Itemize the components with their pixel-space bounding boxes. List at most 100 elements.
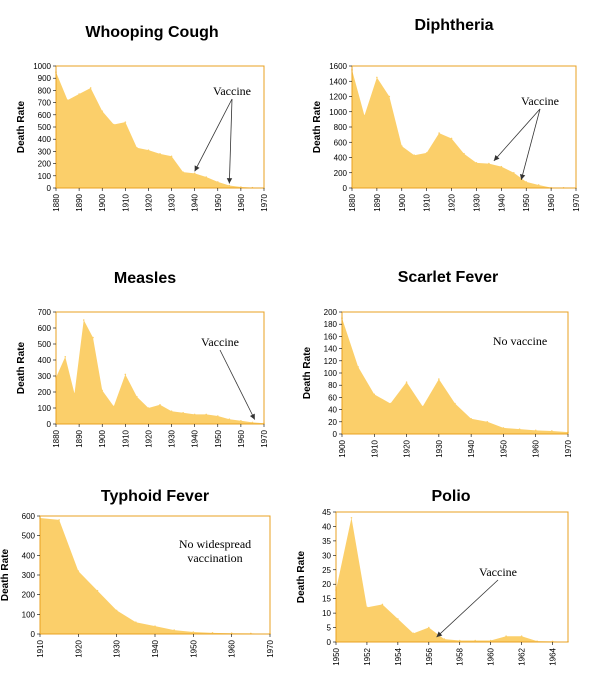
data-point — [159, 153, 161, 155]
x-tick-label: 1954 — [394, 647, 403, 665]
chart-title: Scarlet Fever — [398, 269, 499, 286]
x-tick-label: 1890 — [75, 429, 84, 447]
data-point — [193, 172, 196, 175]
x-tick-label: 1952 — [363, 647, 372, 665]
y-tick-label: 100 — [22, 610, 36, 619]
chart-panel-2: Measles 0 100 200 300 400 500 600 700 1880 1890 190… — [16, 270, 269, 448]
area-series — [40, 517, 270, 634]
annotation-arrow — [493, 108, 541, 162]
data-point — [366, 606, 368, 609]
data-point — [470, 417, 472, 420]
data-point — [77, 570, 80, 572]
annotation-arrowhead — [519, 174, 526, 180]
x-tick-label: 1900 — [338, 439, 347, 457]
data-point — [537, 184, 540, 186]
x-tick-label: 1958 — [456, 647, 465, 665]
y-tick-label: 600 — [22, 512, 36, 521]
data-point — [412, 632, 415, 635]
data-point — [251, 421, 254, 424]
y-tick-label: 20 — [328, 418, 337, 427]
x-tick-label: 1950 — [214, 193, 223, 211]
chart-title: Measles — [114, 270, 176, 287]
data-point — [135, 621, 137, 623]
data-point — [96, 589, 99, 592]
y-tick-label: 1600 — [329, 62, 347, 71]
annotation-text: No vaccine — [493, 334, 547, 348]
data-point — [173, 629, 175, 631]
annotation-arrow — [194, 98, 233, 172]
annotation-arrowhead — [436, 631, 443, 638]
y-tick-label: 200 — [324, 308, 338, 317]
chart-panel-1: Diphtheria 0 200 400 600 800 1000 1200 1400 1600 1… — [312, 17, 581, 212]
y-tick-label: 400 — [334, 154, 348, 163]
annotation-arrowhead — [226, 178, 233, 184]
data-point — [443, 638, 446, 640]
y-tick-label: 700 — [38, 308, 52, 317]
x-tick-label: 1930 — [113, 639, 122, 657]
y-tick-label: 1400 — [329, 77, 347, 86]
data-point — [58, 519, 60, 521]
data-point — [458, 639, 461, 642]
data-point — [216, 181, 219, 183]
x-tick-label: 1960 — [547, 193, 556, 211]
x-tick-label: 1940 — [497, 193, 506, 211]
data-point — [520, 635, 523, 638]
y-tick-label: 200 — [22, 591, 36, 600]
chart-panel-3: Scarlet Fever 0 20 40 60 80 100 120 140 160 180 200… — [302, 269, 573, 458]
x-tick-label: 1940 — [151, 639, 160, 657]
x-tick-label: 1960 — [228, 639, 237, 657]
data-point — [425, 152, 428, 154]
x-tick-label: 1900 — [98, 429, 107, 447]
y-tick-label: 0 — [343, 184, 348, 193]
data-point — [216, 415, 219, 417]
y-tick-label: 500 — [38, 123, 52, 132]
x-tick-label: 1930 — [435, 439, 444, 457]
annotation-text: Vaccine — [521, 94, 559, 108]
x-tick-label: 1910 — [423, 193, 432, 211]
x-tick-label: 1910 — [36, 639, 45, 657]
data-point — [147, 149, 150, 151]
x-tick-label: 1950 — [189, 639, 198, 657]
x-tick-label: 1950 — [332, 647, 341, 665]
y-tick-label: 500 — [38, 340, 52, 349]
data-point — [525, 181, 528, 183]
y-tick-label: 300 — [22, 571, 36, 580]
y-tick-label: 100 — [38, 172, 52, 181]
data-point — [159, 404, 161, 406]
annotation-text: Vaccine — [213, 84, 251, 98]
x-tick-label: 1930 — [168, 193, 177, 211]
data-point — [450, 137, 453, 140]
y-tick-label: 45 — [322, 508, 331, 517]
y-tick-label: 0 — [327, 638, 332, 647]
data-point — [475, 162, 478, 164]
area-series — [342, 318, 568, 434]
annotation-arrow — [219, 349, 256, 420]
data-point — [182, 171, 184, 173]
x-tick-label: 1940 — [191, 429, 200, 447]
x-tick-label: 1970 — [266, 639, 275, 657]
x-tick-label: 1970 — [572, 193, 581, 211]
data-point — [500, 165, 503, 168]
data-point — [405, 381, 408, 383]
data-point — [228, 184, 231, 187]
x-tick-label: 1962 — [518, 647, 527, 665]
plot-frame — [55, 311, 265, 425]
x-tick-label: 1920 — [403, 439, 412, 457]
data-point — [518, 428, 521, 430]
data-point — [413, 154, 416, 157]
y-tick-label: 120 — [324, 357, 338, 366]
y-tick-label: 1200 — [329, 93, 347, 102]
y-axis-label: Death Rate — [312, 100, 323, 153]
y-axis-label: Death Rate — [16, 100, 27, 153]
data-point — [78, 93, 80, 95]
y-tick-label: 100 — [324, 369, 338, 378]
y-tick-label: 200 — [38, 388, 52, 397]
data-point — [92, 336, 94, 339]
x-tick-label: 1950 — [499, 439, 508, 457]
y-tick-label: 80 — [328, 381, 337, 390]
data-point — [154, 625, 156, 627]
x-tick-label: 1910 — [121, 429, 130, 447]
data-point — [124, 373, 127, 376]
annotation-arrow — [436, 579, 499, 638]
